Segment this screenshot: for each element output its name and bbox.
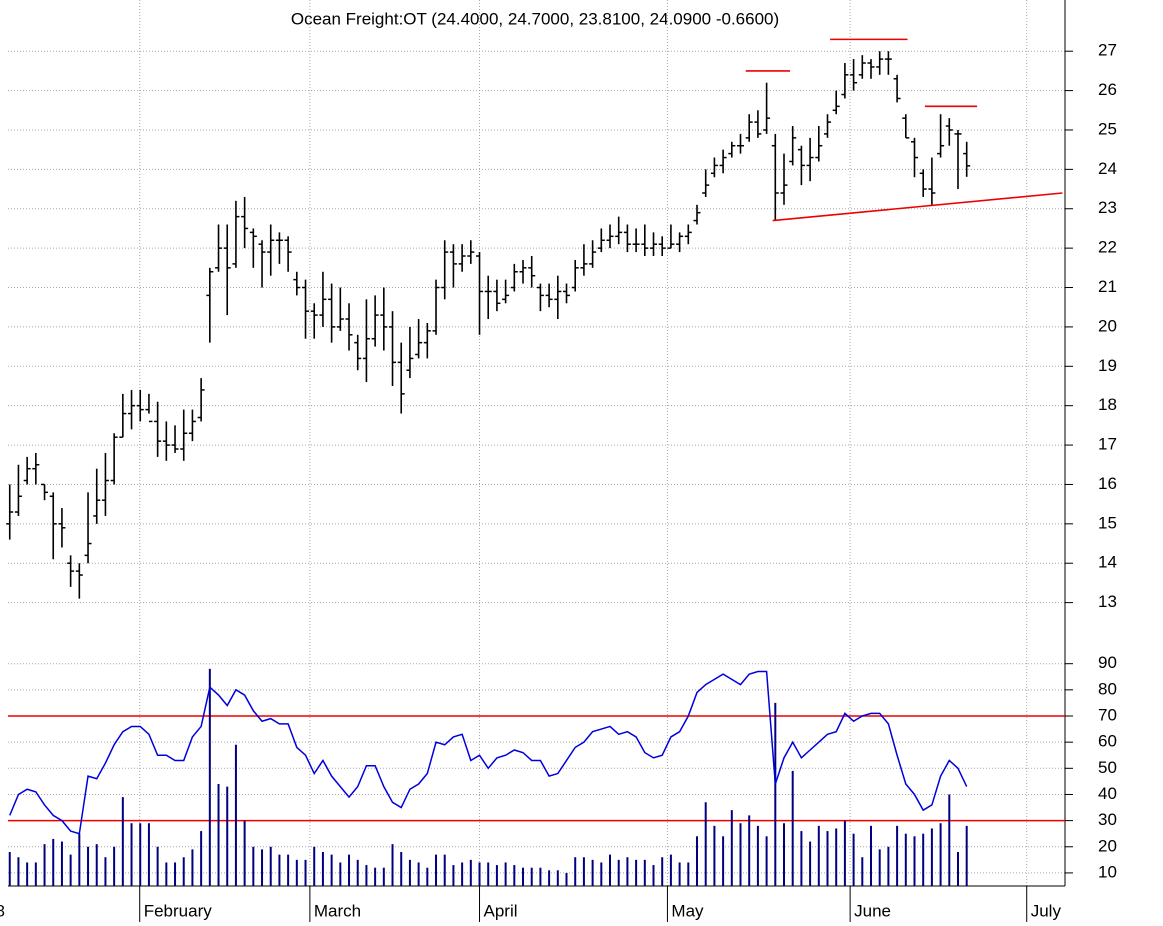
y-tick-label: 25 — [1098, 119, 1117, 138]
y-tick-label: 17 — [1098, 435, 1117, 454]
y2-tick-label: 50 — [1098, 758, 1117, 777]
x-tick-label: July — [1031, 901, 1062, 920]
y-tick-label: 13 — [1098, 592, 1117, 611]
chart-title: Ocean Freight:OT (24.4000, 24.7000, 23.8… — [291, 9, 779, 28]
x-tick-label: May — [671, 901, 704, 920]
annotation-line — [772, 192, 1063, 222]
y2-tick-label: 20 — [1098, 836, 1117, 855]
y2-tick-label: 60 — [1098, 732, 1117, 751]
x-tick-label: April — [484, 901, 518, 920]
y-tick-label: 14 — [1098, 553, 1117, 572]
y-tick-label: 24 — [1098, 159, 1117, 178]
x-tick-label: February — [144, 901, 213, 920]
y-tick-label: 23 — [1098, 198, 1117, 217]
y2-tick-label: 30 — [1098, 810, 1117, 829]
y2-tick-label: 10 — [1098, 862, 1117, 881]
y2-tick-label: 40 — [1098, 784, 1117, 803]
y2-tick-label: 80 — [1098, 679, 1117, 698]
rsi-line — [9, 670, 968, 835]
y-tick-label: 26 — [1098, 80, 1117, 99]
y-tick-label: 15 — [1098, 513, 1117, 532]
y-tick-label: 19 — [1098, 356, 1117, 375]
y-tick-label: 22 — [1098, 238, 1117, 257]
y2-tick-label: 70 — [1098, 705, 1117, 724]
x-tick-label: March — [314, 901, 361, 920]
y-tick-label: 21 — [1098, 277, 1117, 296]
y-tick-label: 27 — [1098, 41, 1117, 60]
y-tick-label: 18 — [1098, 395, 1117, 414]
x-tick-label: 8 — [0, 901, 5, 920]
y-tick-label: 16 — [1098, 474, 1117, 493]
x-tick-label: June — [854, 901, 891, 920]
y-tick-label: 20 — [1098, 316, 1117, 335]
y2-tick-label: 90 — [1098, 653, 1117, 672]
